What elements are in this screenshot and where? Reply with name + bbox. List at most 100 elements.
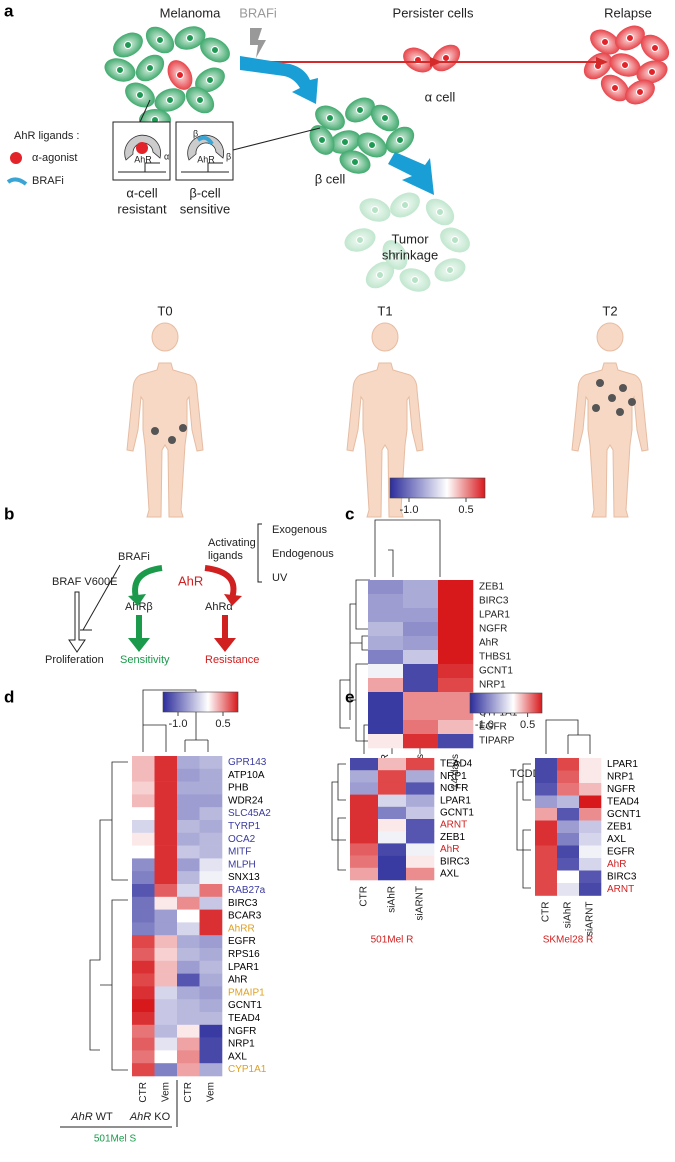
heatmap-cell: [132, 948, 155, 962]
heatmap-cell: [438, 594, 474, 609]
ligand: [136, 142, 148, 154]
panel-label: a: [4, 1, 14, 20]
heatmap-cell: [438, 608, 474, 623]
colorbar-tick-label: 0.5: [520, 719, 535, 731]
heatmap-cell: [177, 909, 200, 923]
nucleus: [621, 61, 629, 69]
heatmap-cell: [403, 650, 439, 665]
heatmap-cell: [557, 783, 580, 796]
heatmap-cell: [406, 758, 435, 771]
heatmap-cell: [132, 922, 155, 936]
dendrogram: [545, 719, 591, 754]
heatmap-cell: [177, 756, 200, 770]
heatmap-cell: [132, 1037, 155, 1051]
heatmap-cell: [368, 594, 404, 609]
heatmap-cell: [177, 871, 200, 885]
heatmap-cell: [132, 1050, 155, 1064]
row-label: TEAD4: [440, 759, 473, 770]
row-label: AXL: [440, 869, 459, 880]
row-label: ZEB1: [607, 821, 632, 832]
nucleus: [176, 71, 184, 79]
arrow: [388, 152, 434, 195]
heatmap-cell: [177, 858, 200, 872]
heatmap-cell: [438, 622, 474, 637]
heatmap-cell: [378, 770, 407, 783]
heatmap-cell: [132, 832, 155, 846]
line: [232, 127, 321, 151]
heatmap-cell: [350, 782, 379, 795]
heatmap-cell: [557, 858, 580, 871]
heatmap-cell: [132, 935, 155, 949]
panel-label: b: [4, 504, 14, 523]
heatmap-cell: [132, 1024, 155, 1038]
label: β cell: [315, 171, 346, 186]
row-label: ARNT: [607, 884, 634, 895]
column-label: siARNT: [415, 886, 426, 920]
nucleus: [411, 276, 419, 284]
box: [175, 121, 234, 181]
heatmap-cell: [154, 845, 178, 859]
heatmap-cell: [368, 706, 404, 721]
heatmap-cell: [535, 845, 558, 859]
gene: AhR: [70, 1111, 92, 1123]
row-label: AhR: [440, 844, 459, 855]
column-label: Vem: [205, 1082, 216, 1102]
row-label: NGFR: [479, 624, 507, 635]
heatmap-cell: [406, 867, 435, 881]
heatmap-cell: [132, 999, 155, 1013]
panel-label: c: [345, 504, 354, 523]
row-label: NRP1: [479, 680, 506, 691]
legend-item: BRAFi: [32, 175, 64, 187]
heatmap-cell: [132, 820, 155, 834]
heatmap-cell: [378, 794, 407, 808]
heatmap-cell: [177, 845, 200, 859]
heatmap-cell: [438, 580, 474, 595]
row-label: BIRC3: [607, 871, 637, 882]
heatmap-cell: [199, 781, 223, 795]
nucleus: [211, 46, 219, 54]
heatmap-cell: [199, 960, 223, 974]
heatmap-cell: [579, 820, 602, 834]
heatmap-cell: [132, 1012, 155, 1026]
heatmap-cell: [438, 664, 474, 679]
heatmap-cell: [350, 806, 379, 820]
dendrogram: [142, 689, 209, 752]
heatmap-cell: [154, 794, 178, 808]
row-label: GCNT1: [440, 808, 474, 819]
heatmap-cell: [368, 734, 404, 749]
heatmap-cell: [154, 896, 178, 910]
heatmap-cell: [368, 664, 404, 679]
nucleus: [371, 206, 379, 214]
heatmap-cell: [132, 909, 155, 923]
heatmap-cell: [579, 845, 602, 859]
label: BRAFi: [239, 5, 277, 20]
label: AhR: [134, 154, 152, 164]
label: Activating: [208, 537, 256, 549]
nucleus: [116, 66, 124, 74]
heatmap-cell: [154, 922, 178, 936]
row-label: EGFR: [607, 846, 635, 857]
heatmap-cell: [403, 678, 439, 693]
heatmap-cell: [199, 871, 223, 885]
heatmap-cell: [378, 831, 407, 844]
heatmap-cell: [154, 858, 178, 872]
heatmap-cell: [154, 1024, 178, 1038]
heatmap-cell: [368, 608, 404, 623]
heatmap-cell: [132, 973, 155, 987]
heatmap-cell: [579, 770, 602, 784]
heatmap-cell: [378, 782, 407, 795]
row-label: SLC45A2: [228, 808, 271, 819]
heatmap-cell: [406, 806, 435, 820]
nucleus: [341, 138, 349, 146]
heatmap-cell: [132, 768, 155, 782]
heatmap-cell: [438, 636, 474, 651]
heatmap-cell: [199, 1050, 223, 1064]
label: Relapse: [604, 5, 652, 20]
heatmap-cell: [535, 795, 558, 809]
heatmap-cell: [199, 1063, 223, 1077]
heatmap-cell: [438, 650, 474, 665]
heatmap-cell: [438, 706, 474, 721]
nucleus: [166, 96, 174, 104]
line: [139, 99, 151, 123]
nucleus: [636, 88, 644, 96]
